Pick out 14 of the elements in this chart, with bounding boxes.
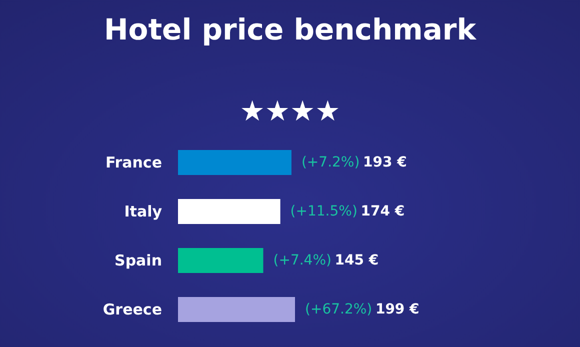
data-label: (+11.5%) 174 € bbox=[290, 204, 405, 220]
bar bbox=[178, 199, 280, 224]
chart-subtitle: ★★★★ bbox=[240, 94, 340, 128]
bar bbox=[178, 248, 264, 273]
bar bbox=[178, 150, 292, 175]
chart-title: Hotel price benchmark bbox=[104, 12, 477, 46]
y-tick-label: France bbox=[105, 154, 162, 172]
y-tick-label: Greece bbox=[102, 300, 162, 318]
data-label: (+67.2%) 199 € bbox=[305, 302, 420, 318]
y-tick-label: Italy bbox=[124, 202, 162, 220]
y-tick-label: Spain bbox=[114, 252, 162, 270]
bar bbox=[178, 297, 295, 322]
data-label: (+7.2%) 193 € bbox=[301, 154, 407, 170]
data-label: (+7.4%) 145 € bbox=[273, 252, 379, 268]
